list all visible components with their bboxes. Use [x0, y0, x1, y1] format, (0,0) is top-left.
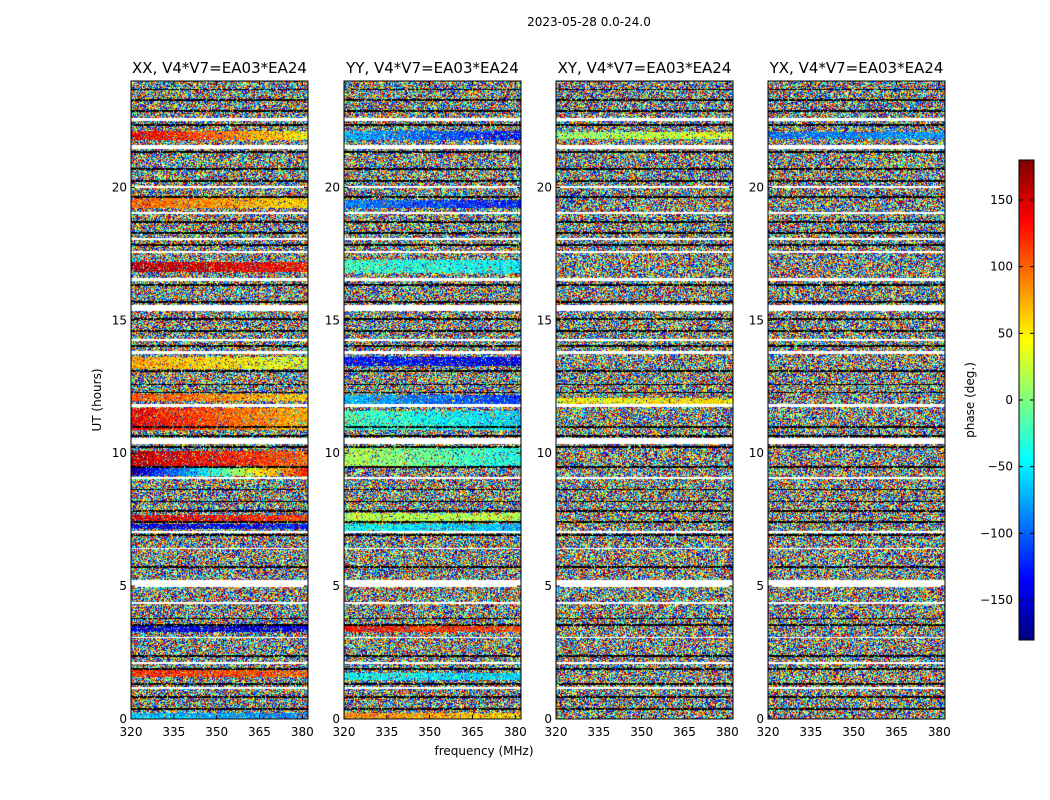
x-tick-label: 365	[248, 725, 271, 739]
x-axis-label: frequency (MHz)	[434, 744, 533, 758]
y-tick-label: 15	[537, 313, 552, 327]
x-tick-label: 380	[504, 725, 527, 739]
x-tick-label: 335	[375, 725, 398, 739]
y-tick-label: 5	[332, 579, 340, 593]
x-tick-label: 320	[757, 725, 780, 739]
x-tick-label: 350	[418, 725, 441, 739]
x-tick-label: 320	[545, 725, 568, 739]
y-tick-label: 20	[749, 180, 764, 194]
y-tick-label: 10	[112, 446, 127, 460]
colorbar-tick-label: −50	[988, 460, 1013, 474]
colorbar-tick-label: 50	[998, 326, 1013, 340]
colorbar: 150 100 50 0 −50 −100 −150	[980, 159, 1035, 641]
y-tick-label: 10	[325, 446, 340, 460]
x-tick-label: 335	[587, 725, 610, 739]
y-tick-label: 0	[544, 712, 552, 726]
panel-4: YX, V4*V7=EA03*EA24 320 335 350 365 380 0 5 10 15…	[749, 59, 951, 739]
panel-2-title: YY, V4*V7=EA03*EA24	[345, 59, 519, 77]
colorbar-tick-label: −150	[980, 593, 1013, 607]
y-axis-label: UT (hours)	[90, 368, 104, 431]
x-tick-label: 365	[885, 725, 908, 739]
x-tick-label: 380	[291, 725, 314, 739]
panel-4-frame	[767, 80, 946, 720]
x-tick-label: 320	[333, 725, 356, 739]
y-tick-label: 5	[756, 579, 764, 593]
y-tick-label: 20	[537, 180, 552, 194]
panel-1-frame	[130, 80, 309, 720]
y-tick-label: 5	[544, 579, 552, 593]
x-tick-label: 365	[461, 725, 484, 739]
panel-2-heatmap	[344, 81, 521, 719]
panel-3-frame	[555, 80, 734, 720]
panel-4-heatmap	[768, 81, 945, 719]
panel-2-frame	[343, 80, 522, 720]
panel-3: XY, V4*V7=EA03*EA24 320 335 350 365 380 0 5 10 15…	[537, 59, 739, 739]
colorbar-tick-label: −100	[980, 526, 1013, 540]
x-tick-label: 380	[716, 725, 739, 739]
colorbar-tick-label: 100	[990, 260, 1013, 274]
y-tick-label: 10	[749, 446, 764, 460]
panel-1-heatmap	[131, 81, 308, 719]
y-tick-label: 10	[537, 446, 552, 460]
x-tick-label: 350	[842, 725, 865, 739]
y-tick-label: 15	[325, 313, 340, 327]
colorbar-tick-label: 150	[990, 193, 1013, 207]
colorbar-tick-label: 0	[1005, 393, 1013, 407]
x-tick-label: 335	[162, 725, 185, 739]
y-tick-label: 5	[119, 579, 127, 593]
y-tick-label: 0	[332, 712, 340, 726]
y-tick-label: 15	[112, 313, 127, 327]
x-tick-label: 380	[928, 725, 951, 739]
x-tick-label: 350	[205, 725, 228, 739]
figure-title: 2023-05-28 0.0-24.0	[527, 15, 651, 29]
panels-group: XX, V4*V7=EA03*EA24 320 335 350 365 380 0 5 10 15…	[112, 59, 951, 739]
panel-2: YY, V4*V7=EA03*EA24 320 335 350 365 380 0 5 10 15…	[325, 59, 527, 739]
colorbar-label: phase (deg.)	[963, 362, 977, 438]
y-tick-label: 0	[756, 712, 764, 726]
x-tick-label: 350	[630, 725, 653, 739]
x-tick-label: 335	[799, 725, 822, 739]
y-tick-label: 20	[325, 180, 340, 194]
panel-3-heatmap	[556, 81, 733, 719]
y-tick-label: 15	[749, 313, 764, 327]
x-tick-label: 365	[673, 725, 696, 739]
y-tick-label: 20	[112, 180, 127, 194]
panel-1-title: XX, V4*V7=EA03*EA24	[132, 59, 307, 77]
panel-4-title: YX, V4*V7=EA03*EA24	[769, 59, 944, 77]
panel-1: XX, V4*V7=EA03*EA24 320 335 350 365 380 0 5 10 15…	[112, 59, 314, 739]
x-tick-label: 320	[120, 725, 143, 739]
y-tick-label: 0	[119, 712, 127, 726]
panel-3-title: XY, V4*V7=EA03*EA24	[558, 59, 732, 77]
